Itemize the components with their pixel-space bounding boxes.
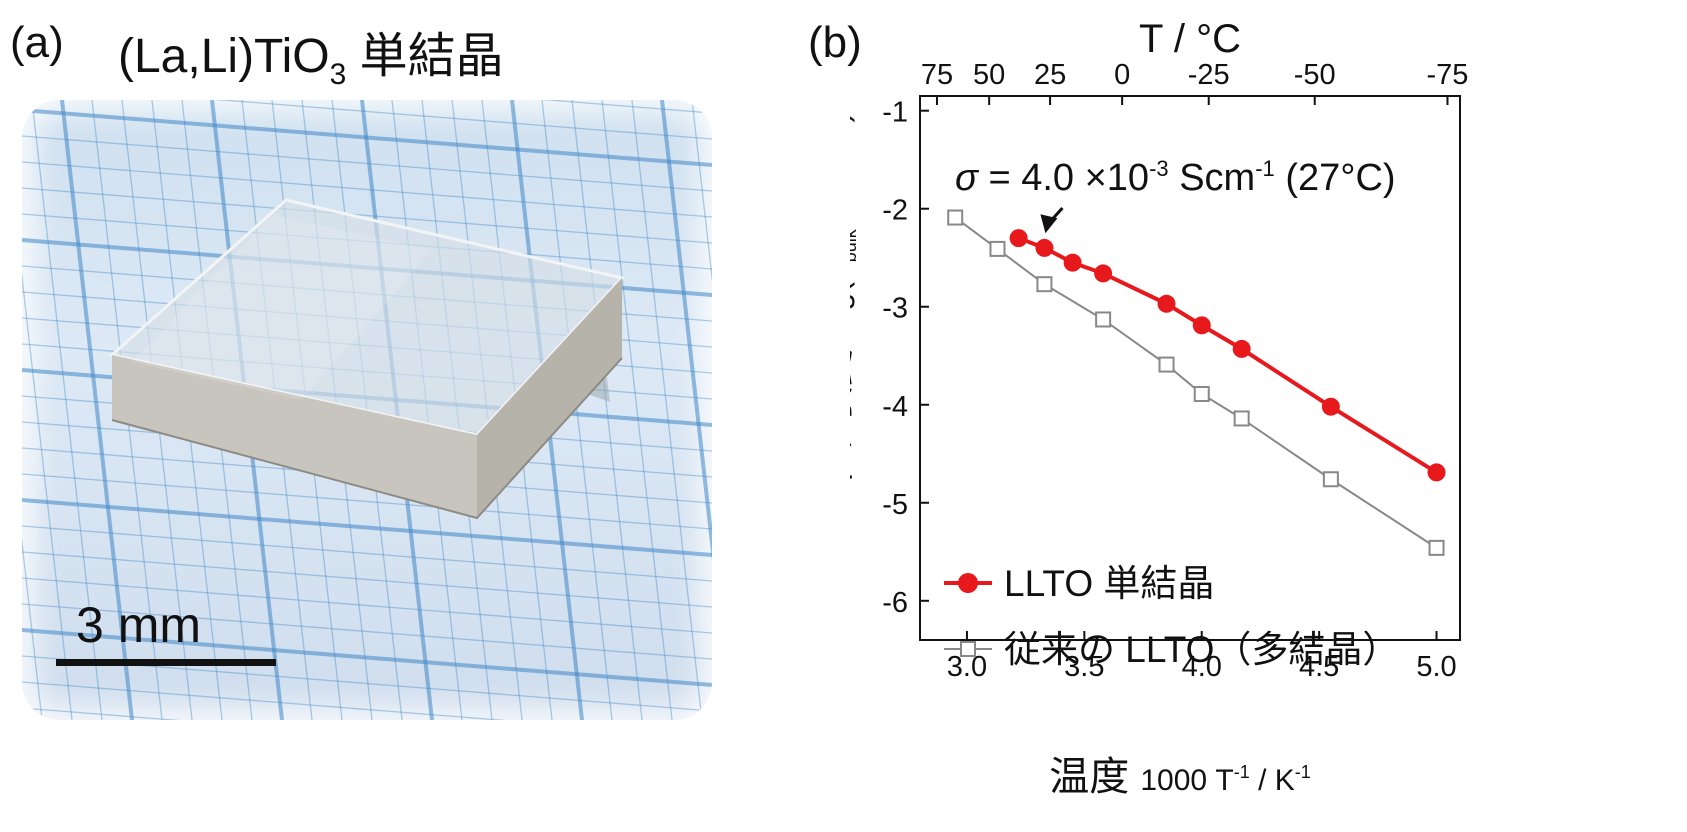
x-tick-label: 4.0 (1182, 651, 1222, 683)
top-tick-label: 50 (973, 59, 1005, 91)
data-point (1322, 471, 1339, 488)
annotation-sigma: σ (955, 157, 980, 199)
x-tick-label: 5.0 (1416, 651, 1456, 683)
y-tick-label: -5 (882, 489, 908, 521)
series-0 (1009, 229, 1446, 482)
x-axis-label-num: 1000 T (1140, 764, 1233, 797)
crystal-photo (22, 100, 712, 720)
data-point (1036, 276, 1053, 293)
data-point (1157, 294, 1176, 313)
top-tick-label: -25 (1188, 59, 1230, 91)
y-axis-label: イオン伝導度 log(σbulk / Scm-1) (850, 112, 860, 624)
crystal-sample (108, 198, 625, 520)
data-point (1158, 356, 1175, 373)
title-formula: (La,Li)TiO (118, 30, 330, 83)
series-1 (947, 209, 1445, 556)
data-point (1094, 264, 1113, 283)
annotation-exp: -3 (1149, 156, 1169, 181)
axes (919, 95, 1461, 641)
y-tick-label: -3 (882, 293, 908, 325)
annotation-value: = 4.0 ×10 (978, 157, 1149, 199)
data-point (947, 209, 964, 226)
data-point (1427, 463, 1446, 482)
panel-a-label: (a) (10, 18, 64, 67)
x-axis-label-exp2: -1 (1295, 762, 1311, 782)
data-point (1192, 316, 1211, 335)
annotation-unit: Scm (1169, 157, 1256, 199)
top-tick-label: 0 (1114, 59, 1130, 91)
y-tick-label: -1 (882, 97, 908, 129)
y-axis-label-sub: bulk (850, 228, 860, 262)
top-tick-label: 75 (921, 59, 953, 91)
crystal-photo-drawing (22, 100, 712, 720)
y-tick-label: -2 (882, 195, 908, 227)
series-line (1017, 236, 1438, 475)
top-axis-label: T / °C (1139, 17, 1241, 61)
legend-marker (958, 573, 978, 593)
y-tick-label: -6 (882, 587, 908, 619)
x-axis-label: 温度 1000 T-1 / K-1 (1049, 755, 1311, 799)
annotation-text: σ = 4.0 ×10-3 Scm-1 (27°C) (955, 156, 1396, 199)
scale-bar-label: 3 mm (76, 597, 201, 653)
scale-bar (56, 659, 276, 666)
x-tick-label: 3.5 (1064, 651, 1104, 683)
series-layer: σ = 4.0 ×10-3 Scm-1 (27°C) (947, 156, 1446, 556)
data-point (1035, 238, 1054, 257)
legend-label: LLTO 単結晶 (1004, 563, 1214, 604)
annotation-unit-exp: -1 (1255, 156, 1275, 181)
top-tick-label: -75 (1427, 59, 1469, 91)
title-tail: 単結晶 (359, 30, 504, 83)
plot-frame (919, 95, 1461, 641)
data-point (1095, 311, 1112, 328)
data-point (989, 240, 1006, 257)
x-axis-label-unit: / K (1250, 764, 1295, 797)
annotation-temp: (27°C) (1275, 157, 1396, 199)
y-tick-label: -4 (882, 391, 908, 423)
data-point (1428, 539, 1445, 556)
annotation-arrow-head (1040, 214, 1058, 234)
data-point (1321, 397, 1340, 416)
conductivity-chart: 3.0 3.5 4.0 4.5 5.0-1-2-3-4-5-675 50 25 0 -25 -50… (850, 17, 1468, 799)
panel-b-label: (b) (808, 18, 862, 67)
x-axis-label-jp: 温度 (1049, 755, 1140, 799)
legend-label: 従来の LLTO（多結晶） (1004, 629, 1399, 670)
legend-marker (960, 641, 976, 657)
data-point (1232, 339, 1251, 358)
data-point (1063, 253, 1082, 272)
ticks: 3.0 3.5 4.0 4.5 5.0-1-2-3-4-5-675 50 25 0 -25 -50… (882, 59, 1468, 683)
x-axis-label-exp1: -1 (1234, 762, 1250, 782)
y-axis-label-jp: イオン伝導度 (850, 335, 858, 624)
y-axis-label-close: ) (850, 112, 855, 123)
annotation: σ = 4.0 ×10-3 Scm-1 (27°C) (955, 156, 1396, 234)
y-axis-label-log: log(σ (850, 262, 855, 335)
top-tick-label: 25 (1034, 59, 1066, 91)
x-tick-label: 4.5 (1299, 651, 1339, 683)
top-tick-label: -50 (1294, 59, 1336, 91)
title-subscript: 3 (329, 58, 347, 91)
data-point (1193, 385, 1210, 402)
y-axis-label-unit: / Scm (850, 139, 855, 230)
data-point (1009, 229, 1028, 248)
series-line (954, 216, 1438, 549)
data-point (1233, 410, 1250, 427)
panel-a-title: (La,Li)TiO3 単結晶 (118, 16, 504, 92)
